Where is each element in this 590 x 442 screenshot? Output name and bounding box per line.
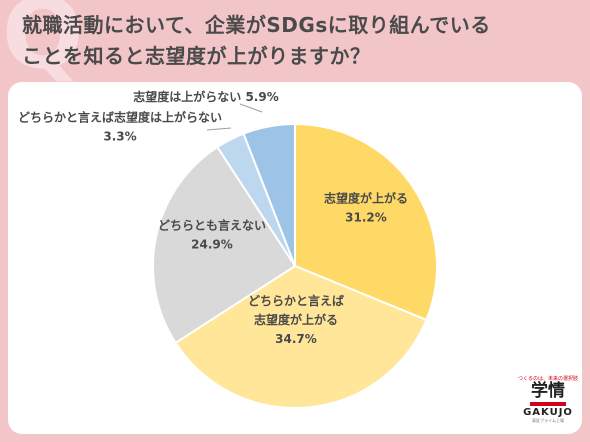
logo-sub: 東証プライム上場: [532, 418, 564, 423]
pie-labels: 志望度が上がる 31.2%どちらかと言えば志望度が上がる 34.7%どちらとも言えな…: [18, 89, 408, 346]
logo-accent-bar: [530, 402, 566, 406]
pie-label-5-line-1: 志望度は上がらない 5.9%: [133, 89, 278, 104]
gakujo-logo: つくるのは、未来の選択肢 学情 GAKUJO 東証プライム上場: [516, 375, 580, 431]
logo-tagline: つくるのは、未来の選択肢: [518, 376, 578, 382]
logo-name: GAKUJO: [523, 407, 573, 418]
title-line-1: 就職活動において、企業がSDGsに取り組んでいる: [22, 13, 491, 37]
pie-label-2-line-1: どちらかと言えば: [248, 293, 344, 308]
logo-kanji: 学情: [531, 381, 565, 401]
page-title: 就職活動において、企業がSDGsに取り組んでいる ことを知ると志望度が上がります…: [22, 10, 582, 72]
pie-label-3-line-2: 24.9%: [191, 238, 233, 252]
pie-leader-line-5: [239, 103, 263, 113]
pie-slice-5: [242, 122, 296, 267]
title-line-2: ことを知ると志望度が上がりますか？: [22, 44, 371, 68]
pie-label-3: どちらとも言えない 24.9%: [158, 218, 266, 252]
pie-label-4-line-1: どちらかと言えば志望度は上がらない: [18, 110, 222, 125]
pie-label-2-line-2: 志望度が上がる: [254, 312, 338, 327]
pie-slices: [152, 122, 438, 409]
pie-slice-2: [174, 264, 428, 409]
pie-label-1-line-1: 志望度が上がる: [324, 191, 408, 206]
pie-leader-line-4: [206, 127, 232, 131]
pie-label-3-line-1: どちらとも言えない: [158, 218, 266, 233]
pie-slice-1: [294, 122, 438, 322]
pie-label-2: どちらかと言えば志望度が上がる 34.7%: [248, 293, 344, 346]
pie-label-5: 志望度は上がらない 5.9%: [133, 89, 278, 104]
pie-label-2-line-3: 34.7%: [275, 332, 317, 346]
pie-label-4-line-2: 3.3%: [103, 130, 136, 144]
pie-label-4: どちらかと言えば志望度は上がらない 3.3%: [18, 110, 222, 144]
pie-leader-lines: [206, 103, 263, 131]
background-q-mark: Q: [2, 0, 84, 90]
pie-label-1-line-2: 31.2%: [345, 211, 387, 225]
pie-label-1: 志望度が上がる 31.2%: [324, 191, 408, 225]
pie-slice-3: [152, 145, 297, 345]
